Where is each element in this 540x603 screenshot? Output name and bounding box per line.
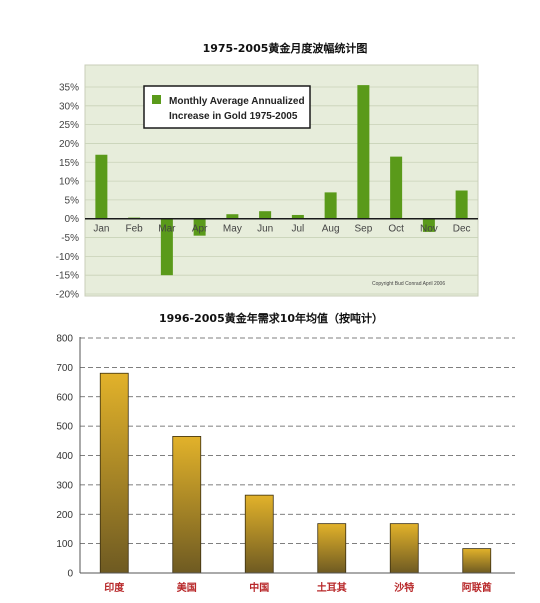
x-tick-label: Dec [453,224,471,235]
bar-mar [160,218,173,276]
y-tick-label: -10% [56,252,79,263]
y-tick-label: 5% [65,195,80,206]
chart-2: 1996-2005黄金年需求10年均值（按吨计） 0 100 200 300 400 50… [56,311,515,594]
bar-4 [317,523,347,574]
x-tick-label: Jun [257,224,273,235]
x-tick-label: 印度 [104,581,125,594]
legend-box [143,85,311,129]
x-tick-label: 沙特 [394,581,414,594]
y-tick-label: 500 [56,422,73,433]
y-tick-label: 30% [59,101,79,112]
bar-oct [390,156,403,219]
bar-jul [291,214,304,219]
bar-3 [244,494,274,574]
y-tick-label: 20% [59,139,79,150]
y-tick-label: 400 [56,451,73,462]
legend-line-1: Monthly Average Annualized [169,96,305,107]
y-tick-label: -20% [56,290,79,301]
chart-1-bars [95,85,468,276]
x-tick-label: Aug [322,224,340,235]
legend-swatch [152,95,161,104]
legend-line-2: Increase in Gold 1975-2005 [169,111,298,122]
bar-6 [462,548,492,574]
x-tick-label: 土耳其 [317,581,347,594]
x-tick-label: Mar [158,224,176,235]
chart-2-gridlines [80,337,515,545]
x-tick-label: 阿联酋 [462,581,492,594]
bar-jan [95,154,108,219]
chart-1-title: 1975-2005黄金月度波幅统计图 [203,41,368,55]
y-tick-label: 800 [56,334,73,345]
x-tick-label: Feb [126,224,144,235]
y-tick-label: 35% [59,83,79,94]
y-tick-label: 0% [65,214,80,225]
x-tick-label: Nov [420,224,438,235]
y-tick-label: 700 [56,363,73,374]
x-tick-label: 美国 [177,581,197,594]
bar-2 [172,436,202,574]
y-tick-label: -15% [56,271,79,282]
chart-2-title: 1996-2005黄金年需求10年均值（按吨计） [159,311,383,325]
y-tick-label: 200 [56,510,73,521]
x-tick-label: Jan [93,224,109,235]
chart-1-x-ticks: Jan Feb Mar Apr May Jun Jul Aug Sep Oct Nov Dec [93,224,470,235]
x-tick-label: Jul [291,224,304,235]
y-tick-label: 100 [56,539,73,550]
y-tick-label: 300 [56,480,73,491]
chart-1-legend: Monthly Average Annualized Increase in G… [143,85,311,129]
y-tick-label: 25% [59,120,79,131]
y-tick-label: 600 [56,392,73,403]
x-tick-label: 中国 [249,581,269,594]
x-tick-label: Sep [354,224,372,235]
bar-5 [389,523,419,574]
bar-sep [357,85,370,219]
chart-1-copyright: Copyright Bud Conrad April 2006 [372,281,445,287]
y-tick-label: 10% [59,177,79,188]
chart-2-bars [99,372,492,574]
chart-1-y-ticks: 35% 30% 25% 20% 15% 10% 5% 0% -5% -10% -15% -20% [56,83,79,301]
bar-nov [422,218,435,232]
bar-dec [455,190,468,219]
y-tick-label: 0 [67,569,73,580]
x-tick-label: Apr [192,224,208,235]
chart-2-x-ticks: 印度 美国 中国 土耳其 沙特 阿联酋 [104,581,492,594]
bar-may [226,214,239,219]
chart-1: 1975-2005黄金月度波幅统计图 35% 30% 25% 20% 15% 10% 5% 0… [56,41,479,301]
bar-aug [324,192,337,219]
y-tick-label: 15% [59,158,79,169]
bar-jun [259,211,272,219]
bar-apr [193,218,206,236]
x-tick-label: May [223,224,242,235]
y-tick-label: -5% [61,233,79,244]
bar-1 [99,372,129,574]
x-tick-label: Oct [388,224,404,235]
chart-2-y-ticks: 0 100 200 300 400 500 600 700 800 [56,334,73,580]
